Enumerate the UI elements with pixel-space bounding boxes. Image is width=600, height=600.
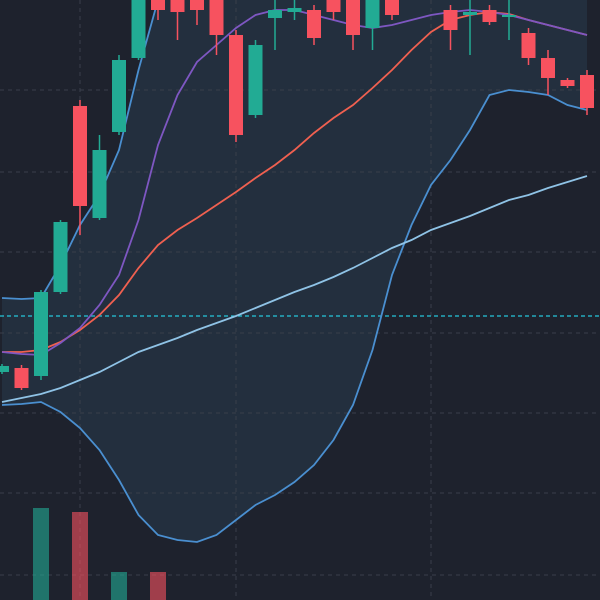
candle-body [307,10,321,38]
candle-body [541,58,555,78]
candle-body [92,150,107,218]
volume-bar [111,572,127,600]
candle-body [112,60,126,132]
candle-body [151,0,165,10]
volume-bar [72,512,88,600]
candle-body [521,33,536,58]
candle-body [34,292,48,376]
candle-body [365,0,380,28]
candle-body [131,0,146,58]
candle-body [268,10,282,18]
candle-body [580,75,594,108]
candle-body [170,0,185,12]
volume-bar [33,508,49,600]
candle-body [463,12,477,15]
candle-body [482,10,497,22]
candle-body [385,0,399,15]
candle-body [14,368,29,388]
candle-body [443,10,458,30]
candle-body [229,35,243,135]
candle-body [0,366,9,372]
candle-body [53,222,68,292]
volume-bar [150,572,166,600]
candle-body [190,0,204,10]
candle-body [502,15,516,17]
candle-body [326,0,341,12]
indicator-line [1,89,588,543]
candle-body [73,106,87,206]
candle-body [346,0,360,35]
candle-body [287,8,302,12]
candle-body [248,45,263,115]
band-fill [2,0,587,542]
candle-body [209,0,224,35]
indicator-line [1,175,588,403]
candle-body [560,80,575,86]
